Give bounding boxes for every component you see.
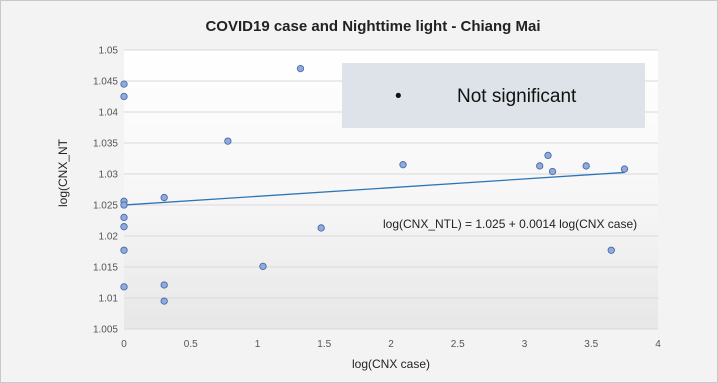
x-tick-label: 0 bbox=[121, 339, 127, 350]
y-tick-label: 1.04 bbox=[99, 108, 119, 119]
legend-bullet: • bbox=[395, 86, 402, 107]
x-tick-label: 1.5 bbox=[317, 339, 331, 350]
y-tick-label: 1.02 bbox=[99, 232, 119, 243]
data-point bbox=[259, 262, 267, 271]
data-point bbox=[160, 297, 168, 305]
y-tick-label: 1.005 bbox=[93, 325, 118, 336]
data-point bbox=[548, 167, 557, 176]
y-tick-label: 1.05 bbox=[99, 46, 119, 57]
y-tick-label: 1.01 bbox=[99, 294, 119, 305]
data-point bbox=[544, 151, 552, 160]
data-point bbox=[620, 165, 629, 173]
data-point bbox=[120, 223, 128, 231]
legend-box bbox=[342, 63, 645, 128]
y-tick-label: 1.03 bbox=[99, 170, 119, 181]
data-point bbox=[120, 201, 128, 209]
data-point bbox=[120, 92, 128, 101]
data-point bbox=[120, 283, 128, 291]
x-tick-label: 4 bbox=[655, 339, 661, 350]
x-tick-label: 3.5 bbox=[584, 339, 598, 350]
data-point bbox=[160, 281, 168, 289]
x-tick-label: 1 bbox=[255, 339, 261, 350]
trendline bbox=[123, 171, 625, 206]
x-tick-label: 2 bbox=[388, 339, 394, 350]
data-point bbox=[120, 80, 128, 88]
x-tick-label: 3 bbox=[522, 339, 528, 350]
legend-label: Not significant bbox=[457, 86, 577, 107]
data-point bbox=[317, 224, 325, 232]
y-axis-ticks: 1.005 1.01 1.015 1.02 1.025 1.03 1.035 1.04 1.04… bbox=[93, 46, 118, 336]
data-point bbox=[399, 161, 407, 169]
regression-equation: log(CNX_NTL) = 1.025 + 0.0014 log(CNX ca… bbox=[383, 217, 637, 231]
data-point bbox=[224, 137, 232, 145]
x-axis-ticks: 0 0.5 1 1.5 2 2.5 3 3.5 4 bbox=[121, 339, 661, 350]
x-tick-label: 0.5 bbox=[184, 339, 198, 350]
chart-title: COVID19 case and Nighttime light - Chian… bbox=[205, 18, 540, 35]
y-tick-label: 1.025 bbox=[93, 201, 118, 212]
data-point bbox=[582, 162, 590, 170]
data-points bbox=[120, 64, 629, 305]
x-axis-title: log(CNX case) bbox=[352, 357, 430, 371]
data-point bbox=[120, 213, 128, 222]
grid-lines bbox=[124, 49, 658, 330]
data-point bbox=[120, 246, 128, 254]
y-tick-label: 1.015 bbox=[93, 263, 118, 274]
x-tick-label: 2.5 bbox=[451, 339, 465, 350]
data-point bbox=[296, 64, 305, 73]
y-tick-label: 1.035 bbox=[93, 139, 118, 150]
y-axis-title: log(CNX_NT bbox=[56, 138, 70, 207]
data-point bbox=[607, 246, 615, 254]
data-point bbox=[160, 193, 168, 202]
data-point bbox=[536, 162, 544, 170]
y-tick-label: 1.045 bbox=[93, 77, 118, 88]
